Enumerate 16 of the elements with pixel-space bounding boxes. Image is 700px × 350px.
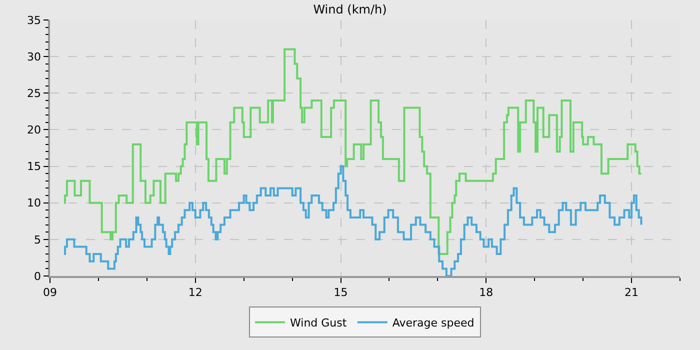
y-tick-label: 5 bbox=[34, 233, 42, 246]
y-tick-label: 35 bbox=[27, 14, 42, 27]
x-tick-label: 12 bbox=[188, 286, 202, 299]
x-tick-label: 09 bbox=[43, 286, 57, 299]
x-tick-label: 15 bbox=[334, 286, 348, 299]
legend-label: Average speed bbox=[392, 316, 474, 330]
x-tick-label: 21 bbox=[624, 286, 639, 299]
y-tick-label: 10 bbox=[27, 196, 42, 210]
y-tick-label: 30 bbox=[27, 50, 42, 64]
y-tick-label: 25 bbox=[27, 86, 42, 100]
chart-title: Wind (km/h) bbox=[313, 2, 387, 17]
y-tick-label: 0 bbox=[34, 270, 42, 283]
y-tick-label: 15 bbox=[27, 160, 42, 174]
legend-label: Wind Gust bbox=[290, 316, 348, 330]
y-tick-label: 20 bbox=[27, 124, 42, 137]
x-tick-label: 18 bbox=[479, 286, 494, 299]
